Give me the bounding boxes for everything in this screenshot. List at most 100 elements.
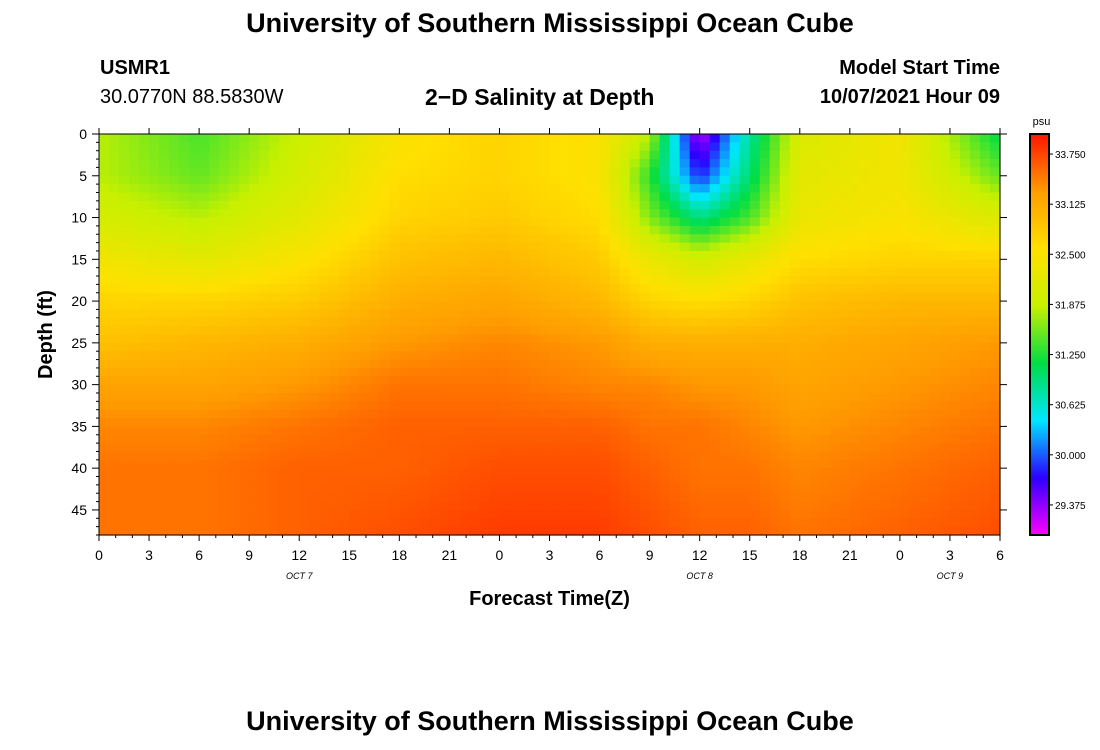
heatmap-cell <box>519 267 531 277</box>
heatmap-cell <box>779 476 791 486</box>
heatmap-cell <box>839 359 851 369</box>
heatmap-cell <box>279 250 290 260</box>
heatmap-cell <box>279 468 290 478</box>
heatmap-cell <box>539 276 551 285</box>
heatmap-cell <box>269 451 280 461</box>
heatmap-cell <box>809 501 821 511</box>
heatmap-cell <box>689 134 701 143</box>
heatmap-cell <box>249 409 260 419</box>
heatmap-cell <box>759 484 771 494</box>
heatmap-cell <box>149 250 160 260</box>
heatmap-cell <box>969 518 981 528</box>
heatmap-cell <box>619 276 631 285</box>
heatmap-cell <box>129 334 140 344</box>
heatmap-cell <box>99 217 110 227</box>
heatmap-cell <box>719 351 731 361</box>
heatmap-cell <box>929 359 941 369</box>
heatmap-cell <box>159 250 170 260</box>
heatmap-cell <box>869 476 881 486</box>
heatmap-cell <box>239 259 250 269</box>
heatmap-cell <box>669 309 681 319</box>
heatmap-cell <box>819 167 831 177</box>
heatmap-cell <box>969 284 981 294</box>
heatmap-cell <box>139 384 150 394</box>
heatmap-cell <box>559 351 571 361</box>
heatmap-cell <box>199 225 210 235</box>
heatmap-cell <box>519 493 531 503</box>
heatmap-cell <box>589 434 601 444</box>
heatmap-cell <box>159 267 170 277</box>
heatmap-cell <box>819 175 831 185</box>
heatmap-cell <box>379 401 390 411</box>
heatmap-cell <box>299 526 310 536</box>
heatmap-cell <box>409 342 420 352</box>
heatmap-cell <box>139 292 150 302</box>
heatmap-cell <box>599 184 611 194</box>
heatmap-cell <box>329 426 340 436</box>
heatmap-cell <box>519 301 531 311</box>
heatmap-cell <box>899 401 911 411</box>
heatmap-cell <box>499 250 511 260</box>
heatmap-cell <box>899 493 911 503</box>
heatmap-cell <box>939 292 951 302</box>
heatmap-cell <box>779 175 791 185</box>
heatmap-cell <box>539 392 551 402</box>
heatmap-cell <box>829 309 841 319</box>
heatmap-cell <box>949 376 961 386</box>
heatmap-cell <box>829 150 841 160</box>
heatmap-cell <box>969 159 981 169</box>
heatmap-cell <box>99 342 110 352</box>
heatmap-cell <box>539 209 551 219</box>
heatmap-cell <box>689 409 701 419</box>
heatmap-cell <box>209 276 220 285</box>
heatmap-cell <box>209 468 220 478</box>
heatmap-cell <box>249 384 260 394</box>
heatmap-cell <box>539 309 551 319</box>
heatmap-cell <box>799 309 811 319</box>
heatmap-cell <box>449 192 460 202</box>
heatmap-cell <box>919 217 931 227</box>
heatmap-cell <box>249 284 260 294</box>
heatmap-cell <box>699 276 711 285</box>
heatmap-cell <box>659 225 671 235</box>
heatmap-cell <box>579 142 591 152</box>
heatmap-cell <box>129 276 140 285</box>
heatmap-cell <box>639 334 651 344</box>
heatmap-cell <box>939 250 951 260</box>
heatmap-cell <box>129 426 140 436</box>
heatmap-cell <box>739 351 751 361</box>
heatmap-cell <box>969 142 981 152</box>
heatmap-cell <box>529 326 541 336</box>
heatmap-cell <box>889 175 901 185</box>
heatmap-cell <box>939 443 951 453</box>
heatmap-cell <box>599 518 611 528</box>
heatmap-cell <box>359 134 370 143</box>
heatmap-cell <box>939 342 951 352</box>
heatmap-cell <box>319 443 330 453</box>
heatmap-cell <box>429 351 440 361</box>
heatmap-cell <box>649 418 661 427</box>
y-tick-label: 40 <box>71 460 87 476</box>
heatmap-cell <box>989 242 1001 252</box>
heatmap-cell <box>479 451 491 461</box>
heatmap-cell <box>359 167 370 177</box>
heatmap-cell <box>679 292 691 302</box>
heatmap-cell <box>459 401 471 411</box>
heatmap-cell <box>399 134 410 143</box>
heatmap-cell <box>929 209 941 219</box>
heatmap-cell <box>869 493 881 503</box>
heatmap-cell <box>499 167 511 177</box>
heatmap-cell <box>719 418 731 427</box>
heatmap-cell <box>239 342 250 352</box>
heatmap-cell <box>679 434 691 444</box>
heatmap-cell <box>739 242 751 252</box>
heatmap-cell <box>539 484 551 494</box>
heatmap-cell <box>669 192 681 202</box>
heatmap-cell <box>749 175 761 185</box>
heatmap-cell <box>859 351 871 361</box>
heatmap-cell <box>149 267 160 277</box>
heatmap-cell <box>279 200 290 210</box>
heatmap-cell <box>509 493 521 503</box>
colorbar-unit: psu <box>1033 116 1051 128</box>
heatmap-cell <box>769 509 781 519</box>
